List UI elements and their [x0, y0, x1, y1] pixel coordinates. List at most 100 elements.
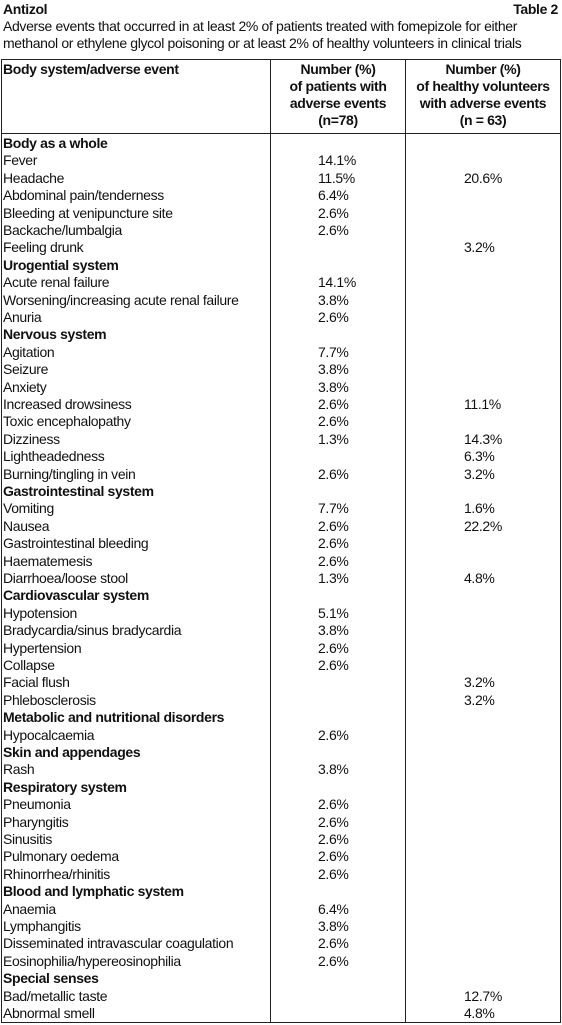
section-heading: Nervous system: [3, 326, 107, 343]
patients-percent: 2.6%: [318, 465, 349, 482]
event-name: Gastrointestinal bleeding: [3, 535, 149, 552]
patients-percent: 3.8%: [318, 761, 349, 778]
volunteers-percent: 1.6%: [464, 500, 495, 517]
rule: [1, 1022, 561, 1023]
rule: [560, 59, 561, 1023]
event-name: Pulmonary oedema: [3, 848, 119, 865]
event-name: Anaemia: [3, 900, 56, 917]
volunteers-percent: 20.6%: [464, 169, 502, 186]
volunteers-percent: 3.2%: [464, 239, 495, 256]
section-heading: Gastrointestinal system: [3, 483, 154, 499]
patients-percent: 2.6%: [318, 952, 349, 969]
caption-line: Adverse events that occurred in at least…: [3, 18, 518, 34]
event-name: Headache: [3, 169, 65, 186]
section-heading: Cardiovascular system: [3, 587, 149, 604]
patients-percent: 2.6%: [318, 796, 349, 813]
event-name: Dizziness: [3, 430, 60, 447]
column-header: Body system/adverse event: [3, 61, 179, 77]
patients-percent: 2.6%: [318, 309, 349, 325]
patients-percent: 2.6%: [318, 726, 349, 743]
event-name: Collapse: [3, 657, 55, 673]
column-header: (n = 63): [459, 112, 507, 128]
column-header: Number (%): [300, 61, 376, 77]
patients-percent: 2.6%: [318, 552, 349, 569]
volunteers-percent: 4.8%: [464, 570, 495, 586]
volunteers-percent: 14.3%: [464, 430, 502, 447]
event-name: Rhinorrhea/rhinitis: [3, 865, 110, 882]
patients-percent: 6.4%: [318, 900, 349, 917]
volunteers-percent: 3.2%: [464, 465, 495, 482]
section-heading: Respiratory system: [3, 778, 127, 795]
event-name: Backache/lumbalgia: [3, 222, 122, 238]
event-name: Seizure: [3, 361, 49, 378]
patients-percent: 2.6%: [318, 535, 349, 552]
event-name: Anxiety: [3, 378, 47, 395]
patients-percent: 6.4%: [318, 187, 349, 204]
event-name: Hypertension: [3, 639, 82, 656]
patients-percent: 7.7%: [318, 343, 349, 360]
event-name: Bradycardia/sinus bradycardia: [3, 622, 182, 639]
section-heading: Urogential system: [3, 256, 119, 273]
table-number: Table 2: [513, 1, 558, 17]
event-name: Disseminated intravascular coagulation: [3, 935, 234, 952]
column-header: adverse events: [289, 95, 387, 111]
volunteers-percent: 11.1%: [464, 396, 501, 412]
drug-name: Antizol: [3, 1, 48, 17]
patients-percent: 5.1%: [318, 604, 349, 621]
patients-percent: 2.6%: [318, 413, 349, 430]
patients-percent: 2.6%: [318, 813, 349, 830]
patients-percent: 2.6%: [318, 657, 349, 673]
volunteers-percent: 3.2%: [464, 674, 495, 691]
section-heading: Skin and appendages: [3, 744, 141, 760]
rule: [1, 133, 561, 134]
event-name: Eosinophilia/hypereosinophilia: [3, 952, 181, 969]
patients-percent: 2.6%: [318, 848, 349, 865]
column-header: (n=78): [318, 112, 358, 128]
rule: [1, 59, 2, 1023]
patients-percent: 2.6%: [318, 935, 349, 952]
caption-line: methanol or ethylene glycol poisoning or…: [3, 35, 522, 51]
patients-percent: 2.6%: [318, 396, 349, 412]
event-name: Lightheadedness: [3, 448, 105, 465]
patients-percent: 3.8%: [318, 378, 349, 395]
event-name: Haematemesis: [3, 552, 93, 569]
volunteers-percent: 3.2%: [464, 691, 495, 708]
event-name: Bad/metallic taste: [3, 987, 108, 1004]
column-header: of patients with: [289, 78, 387, 94]
event-name: Sinusitis: [3, 831, 52, 847]
patients-percent: 2.6%: [318, 517, 349, 534]
patients-percent: 3.8%: [318, 291, 349, 308]
section-heading: Blood and lymphatic system: [3, 883, 184, 900]
volunteers-percent: 12.7%: [464, 987, 502, 1004]
patients-percent: 3.8%: [318, 918, 349, 934]
rule: [1, 59, 561, 60]
event-name: Hypocalcaemia: [3, 726, 95, 743]
event-name: Feeling drunk: [3, 239, 84, 256]
patients-percent: 2.6%: [318, 204, 349, 221]
patients-percent: 11.5%: [318, 169, 355, 186]
event-name: Pharyngitis: [3, 813, 69, 830]
section-heading: Special senses: [3, 970, 99, 987]
column-header: of healthy volunteers: [416, 78, 550, 94]
event-name: Increased drowsiness: [3, 396, 132, 412]
patients-percent: 2.6%: [318, 222, 349, 238]
event-name: Hypotension: [3, 604, 77, 621]
section-heading: Metabolic and nutritional disorders: [3, 709, 225, 726]
event-name: Facial flush: [3, 674, 70, 691]
volunteers-percent: 22.2%: [464, 517, 502, 534]
event-name: Toxic encephalopathy: [3, 413, 131, 430]
event-name: Agitation: [3, 343, 55, 360]
event-name: Acute renal failure: [3, 274, 110, 291]
column-header: Number (%): [445, 61, 521, 77]
section-heading: Body as a whole: [3, 135, 108, 151]
event-name: Phlebosclerosis: [3, 691, 96, 708]
patients-percent: 14.1%: [318, 152, 356, 169]
patients-percent: 2.6%: [318, 865, 349, 882]
event-name: Nausea: [3, 517, 50, 534]
event-name: Anuria: [3, 309, 42, 325]
event-name: Rash: [3, 761, 35, 778]
patients-percent: 7.7%: [318, 500, 349, 517]
event-name: Abnormal smell: [3, 1005, 95, 1021]
patients-percent: 14.1%: [318, 274, 356, 291]
event-name: Vomiting: [3, 500, 54, 517]
